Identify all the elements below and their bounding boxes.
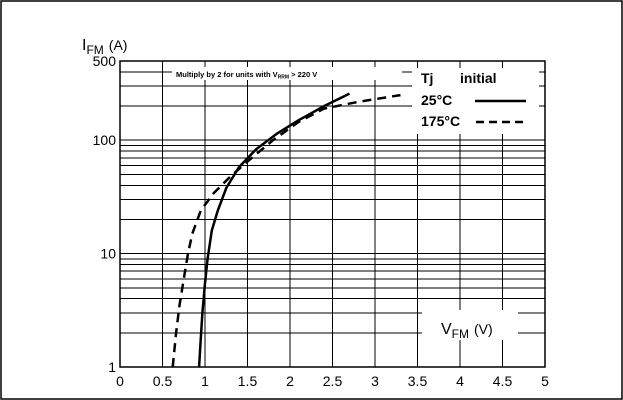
note-text: Multiply by 2 for units with VRRM > 220 … <box>176 70 317 81</box>
y-axis-label: IFM (A) <box>82 37 127 57</box>
legend-label-175c: 175°C <box>421 113 460 129</box>
x-tick-label: 0 <box>116 373 124 389</box>
y-tick-label: 100 <box>93 132 117 148</box>
x-tick-label: 4 <box>456 373 464 389</box>
x-tick-label: 3 <box>371 373 379 389</box>
series-line-175c <box>171 93 401 368</box>
legend-label-25c: 25°C <box>421 92 452 108</box>
x-tick-label: 3.5 <box>408 373 428 389</box>
plot-area-border <box>119 60 546 368</box>
legend-title-tj: Tj <box>421 70 433 86</box>
x-tick-label: 2 <box>286 373 294 389</box>
x-axis-label-box <box>422 310 518 340</box>
legend: Tj initial 25°C 175°C <box>412 68 539 134</box>
x-tick-labels: 0 0.5 1 1.5 2 2.5 3 3.5 4 4.5 5 <box>116 373 549 389</box>
series-lines <box>171 92 401 368</box>
y-tick-label: 10 <box>100 246 116 262</box>
y-tick-labels: 1 10 100 500 <box>93 53 117 375</box>
y-tick-label: 500 <box>93 53 117 69</box>
x-tick-label: 1.5 <box>238 373 258 389</box>
series-line-25c <box>197 92 351 368</box>
x-tick-label: 2.5 <box>323 373 343 389</box>
y-gridlines <box>120 71 545 334</box>
legend-title-initial: initial <box>460 70 497 86</box>
x-tick-label: 0.5 <box>153 373 173 389</box>
x-axis-label: VFM (V) <box>441 321 493 341</box>
x-tick-label: 4.5 <box>493 373 513 389</box>
x-tick-label: 1 <box>201 373 209 389</box>
note-box <box>172 67 402 80</box>
y-tick-label: 1 <box>108 359 116 375</box>
x-tick-label: 5 <box>541 373 549 389</box>
